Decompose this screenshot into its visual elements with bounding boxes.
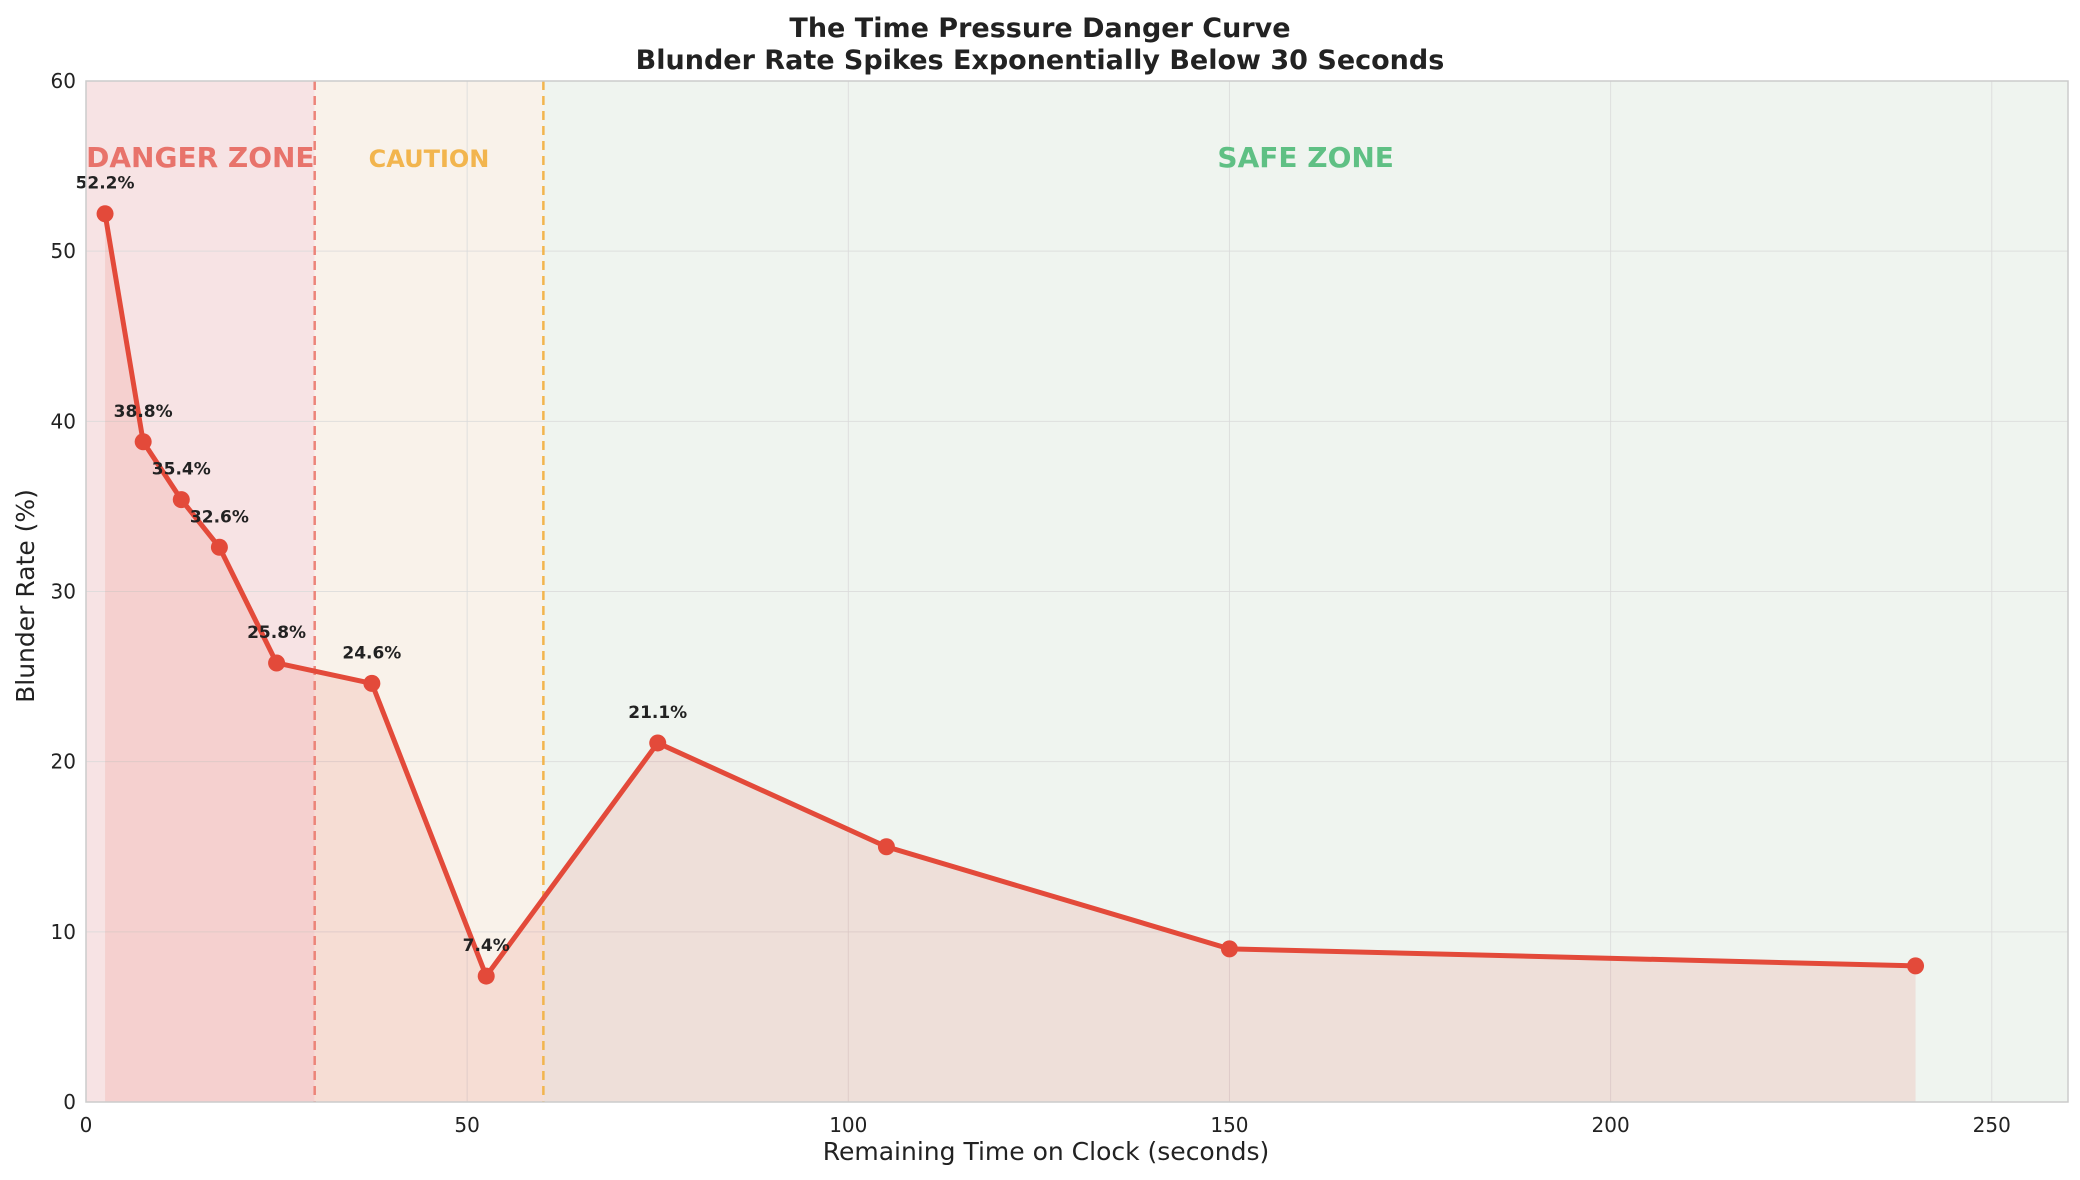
- labels-layer: 52.2% 38.8% 35.4% 32.6% 25.8% 24.6% 7.4% 21.1%: [76, 174, 688, 956]
- data-label-7: 21.1%: [628, 703, 687, 723]
- threshold-layer: [313, 81, 545, 1102]
- data-point-1: [134, 433, 152, 451]
- x-tick-label-1: 50: [454, 1113, 479, 1137]
- data-point-5: [363, 674, 381, 692]
- plot-frame: [85, 80, 2069, 1103]
- data-label-3: 32.6%: [190, 507, 249, 527]
- y-tick-label-0: 0: [63, 1090, 76, 1114]
- zone-label-0: DANGER ZONE: [86, 141, 314, 174]
- data-label-6: 7.4%: [463, 936, 510, 956]
- data-point-6: [477, 967, 495, 985]
- x-axis-label: Remaining Time on Clock (seconds): [823, 1137, 1269, 1166]
- data-point-0: [96, 205, 114, 223]
- y-tick-label-5: 50: [51, 239, 76, 263]
- points-layer: [96, 205, 1925, 985]
- x-tick-label-5: 250: [1973, 1113, 2011, 1137]
- zone-label-1: CAUTION: [369, 145, 490, 173]
- zone-label-2: SAFE ZONE: [1217, 141, 1394, 174]
- y-tick-label-6: 60: [51, 69, 76, 93]
- y-tick-label-1: 10: [51, 920, 76, 944]
- data-point-2: [172, 491, 190, 509]
- chart-subtitle: Blunder Rate Spikes Exponentially Below …: [636, 45, 1445, 76]
- x-tick-label-2: 100: [829, 1113, 867, 1137]
- y-axis-label: Blunder Rate (%): [11, 489, 40, 703]
- zone-labels-layer: DANGER ZONE CAUTION SAFE ZONE: [86, 141, 1394, 174]
- data-label-1: 38.8%: [114, 402, 173, 422]
- data-label-5: 24.6%: [342, 643, 401, 663]
- data-point-3: [210, 538, 228, 556]
- data-point-9: [1220, 940, 1238, 958]
- data-point-4: [268, 654, 286, 672]
- y-tick-label-4: 40: [51, 409, 76, 433]
- data-label-4: 25.8%: [247, 623, 306, 643]
- data-label-0: 52.2%: [76, 174, 135, 194]
- x-tick-label-0: 0: [80, 1113, 93, 1137]
- x-tick-label-3: 150: [1210, 1113, 1248, 1137]
- y-tick-label-2: 20: [51, 750, 76, 774]
- x-tick-label-4: 200: [1592, 1113, 1630, 1137]
- data-point-8: [877, 838, 895, 856]
- y-tick-label-3: 30: [51, 580, 76, 604]
- ticks-layer: 0 50 100 150 200 250 0 10 20 30 40 50 60: [51, 69, 2011, 1137]
- data-point-7: [649, 734, 667, 752]
- data-label-2: 35.4%: [152, 460, 211, 480]
- data-point-10: [1907, 957, 1925, 975]
- chart-title: The Time Pressure Danger Curve: [789, 13, 1290, 44]
